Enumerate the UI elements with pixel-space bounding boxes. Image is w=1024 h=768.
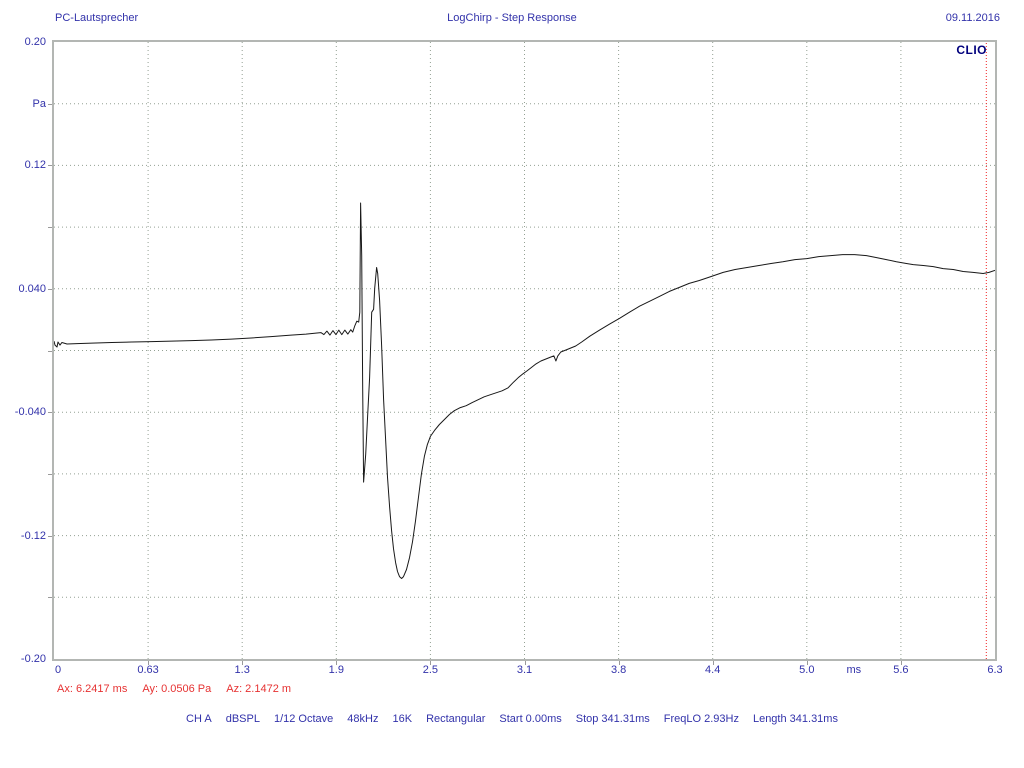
setting-item: dBSPL xyxy=(225,713,260,725)
x-axis-tick xyxy=(524,661,526,665)
setting-item: FreqLO 2.93Hz xyxy=(663,713,739,725)
clio-brand-label: CLIO xyxy=(956,43,987,57)
x-tick-label: 3.1 xyxy=(516,664,533,676)
y-tick-label: -0.040 xyxy=(14,406,46,419)
x-axis: 0 0.63 1.3 1.9 2.5 3.1 3.8 4.4 5.0 ms 5.6 6.3 xyxy=(52,664,1012,680)
setting-item: CH A xyxy=(186,713,212,725)
y-axis-tick xyxy=(48,473,52,475)
x-tick-label: 0 xyxy=(55,664,62,676)
y-tick-label: 0.040 xyxy=(18,282,46,295)
x-axis-tick xyxy=(148,661,150,665)
x-tick-label: 0.63 xyxy=(137,664,159,676)
x-tick-label: 6.3 xyxy=(987,664,1003,676)
y-tick-label: 0.20 xyxy=(24,36,46,48)
y-axis-tick xyxy=(48,535,52,537)
gridlines xyxy=(54,42,995,659)
x-tick-label: 4.4 xyxy=(705,664,721,676)
y-axis-tick xyxy=(48,103,52,105)
cursor-ax-value: Ax: 6.2417 ms xyxy=(57,683,128,695)
x-axis-tick xyxy=(242,661,244,665)
x-axis-tick xyxy=(336,661,338,665)
date-label: 09.11.2016 xyxy=(945,12,1000,24)
chart-title: LogChirp - Step Response xyxy=(447,12,577,24)
setting-item: Length 341.31ms xyxy=(752,713,838,725)
x-axis-tick xyxy=(900,661,902,665)
x-tick-label: 1.9 xyxy=(328,664,344,676)
y-axis: 0.20 Pa 0.12 0.040 -0.040 -0.12 -0.20 xyxy=(0,36,46,665)
x-tick-label: 5.6 xyxy=(893,664,909,676)
setting-item: 48kHz xyxy=(347,713,379,725)
y-axis-tick xyxy=(48,288,52,290)
step-response-plot[interactable] xyxy=(54,42,995,659)
x-tick-label: 3.8 xyxy=(610,664,627,676)
plot-area[interactable]: CLIO xyxy=(52,40,997,661)
cursor-readout: Ax: 6.2417 ms Ay: 0.0506 Pa Az: 2.1472 m xyxy=(57,683,291,695)
y-axis-tick xyxy=(48,350,52,352)
x-tick-label: 5.0 xyxy=(799,664,815,676)
setting-item: Start 0.00ms xyxy=(499,713,562,725)
x-axis-tick xyxy=(618,661,620,665)
y-tick-label: 0.12 xyxy=(24,159,46,172)
y-axis-unit-label: Pa xyxy=(32,97,46,110)
settings-bar: CH A dBSPL 1/12 Octave 48kHz 16K Rectangular S… xyxy=(0,713,1024,725)
x-axis-tick xyxy=(806,661,808,665)
x-tick-label: 2.5 xyxy=(422,664,439,676)
measurement-note-label: PC-Lautsprecher xyxy=(55,12,139,24)
setting-item: Stop 341.31ms xyxy=(575,713,650,725)
cursor-ay-value: Ay: 0.0506 Pa xyxy=(142,683,212,695)
x-axis-tick xyxy=(712,661,714,665)
y-tick-label: -0.12 xyxy=(20,529,46,542)
setting-item: Rectangular xyxy=(426,713,486,725)
cursor-az-value: Az: 2.1472 m xyxy=(226,683,292,695)
x-axis-unit-label: ms xyxy=(846,664,862,676)
y-axis-tick xyxy=(48,165,52,167)
step-response-curve xyxy=(54,202,995,579)
y-tick-label: -0.20 xyxy=(20,653,46,665)
x-axis-tick xyxy=(430,661,432,665)
x-tick-label: 1.3 xyxy=(234,664,250,676)
y-axis-tick xyxy=(48,227,52,229)
setting-item: 16K xyxy=(392,713,413,725)
y-axis-tick xyxy=(48,597,52,599)
y-axis-tick xyxy=(48,412,52,414)
setting-item: 1/12 Octave xyxy=(273,713,334,725)
